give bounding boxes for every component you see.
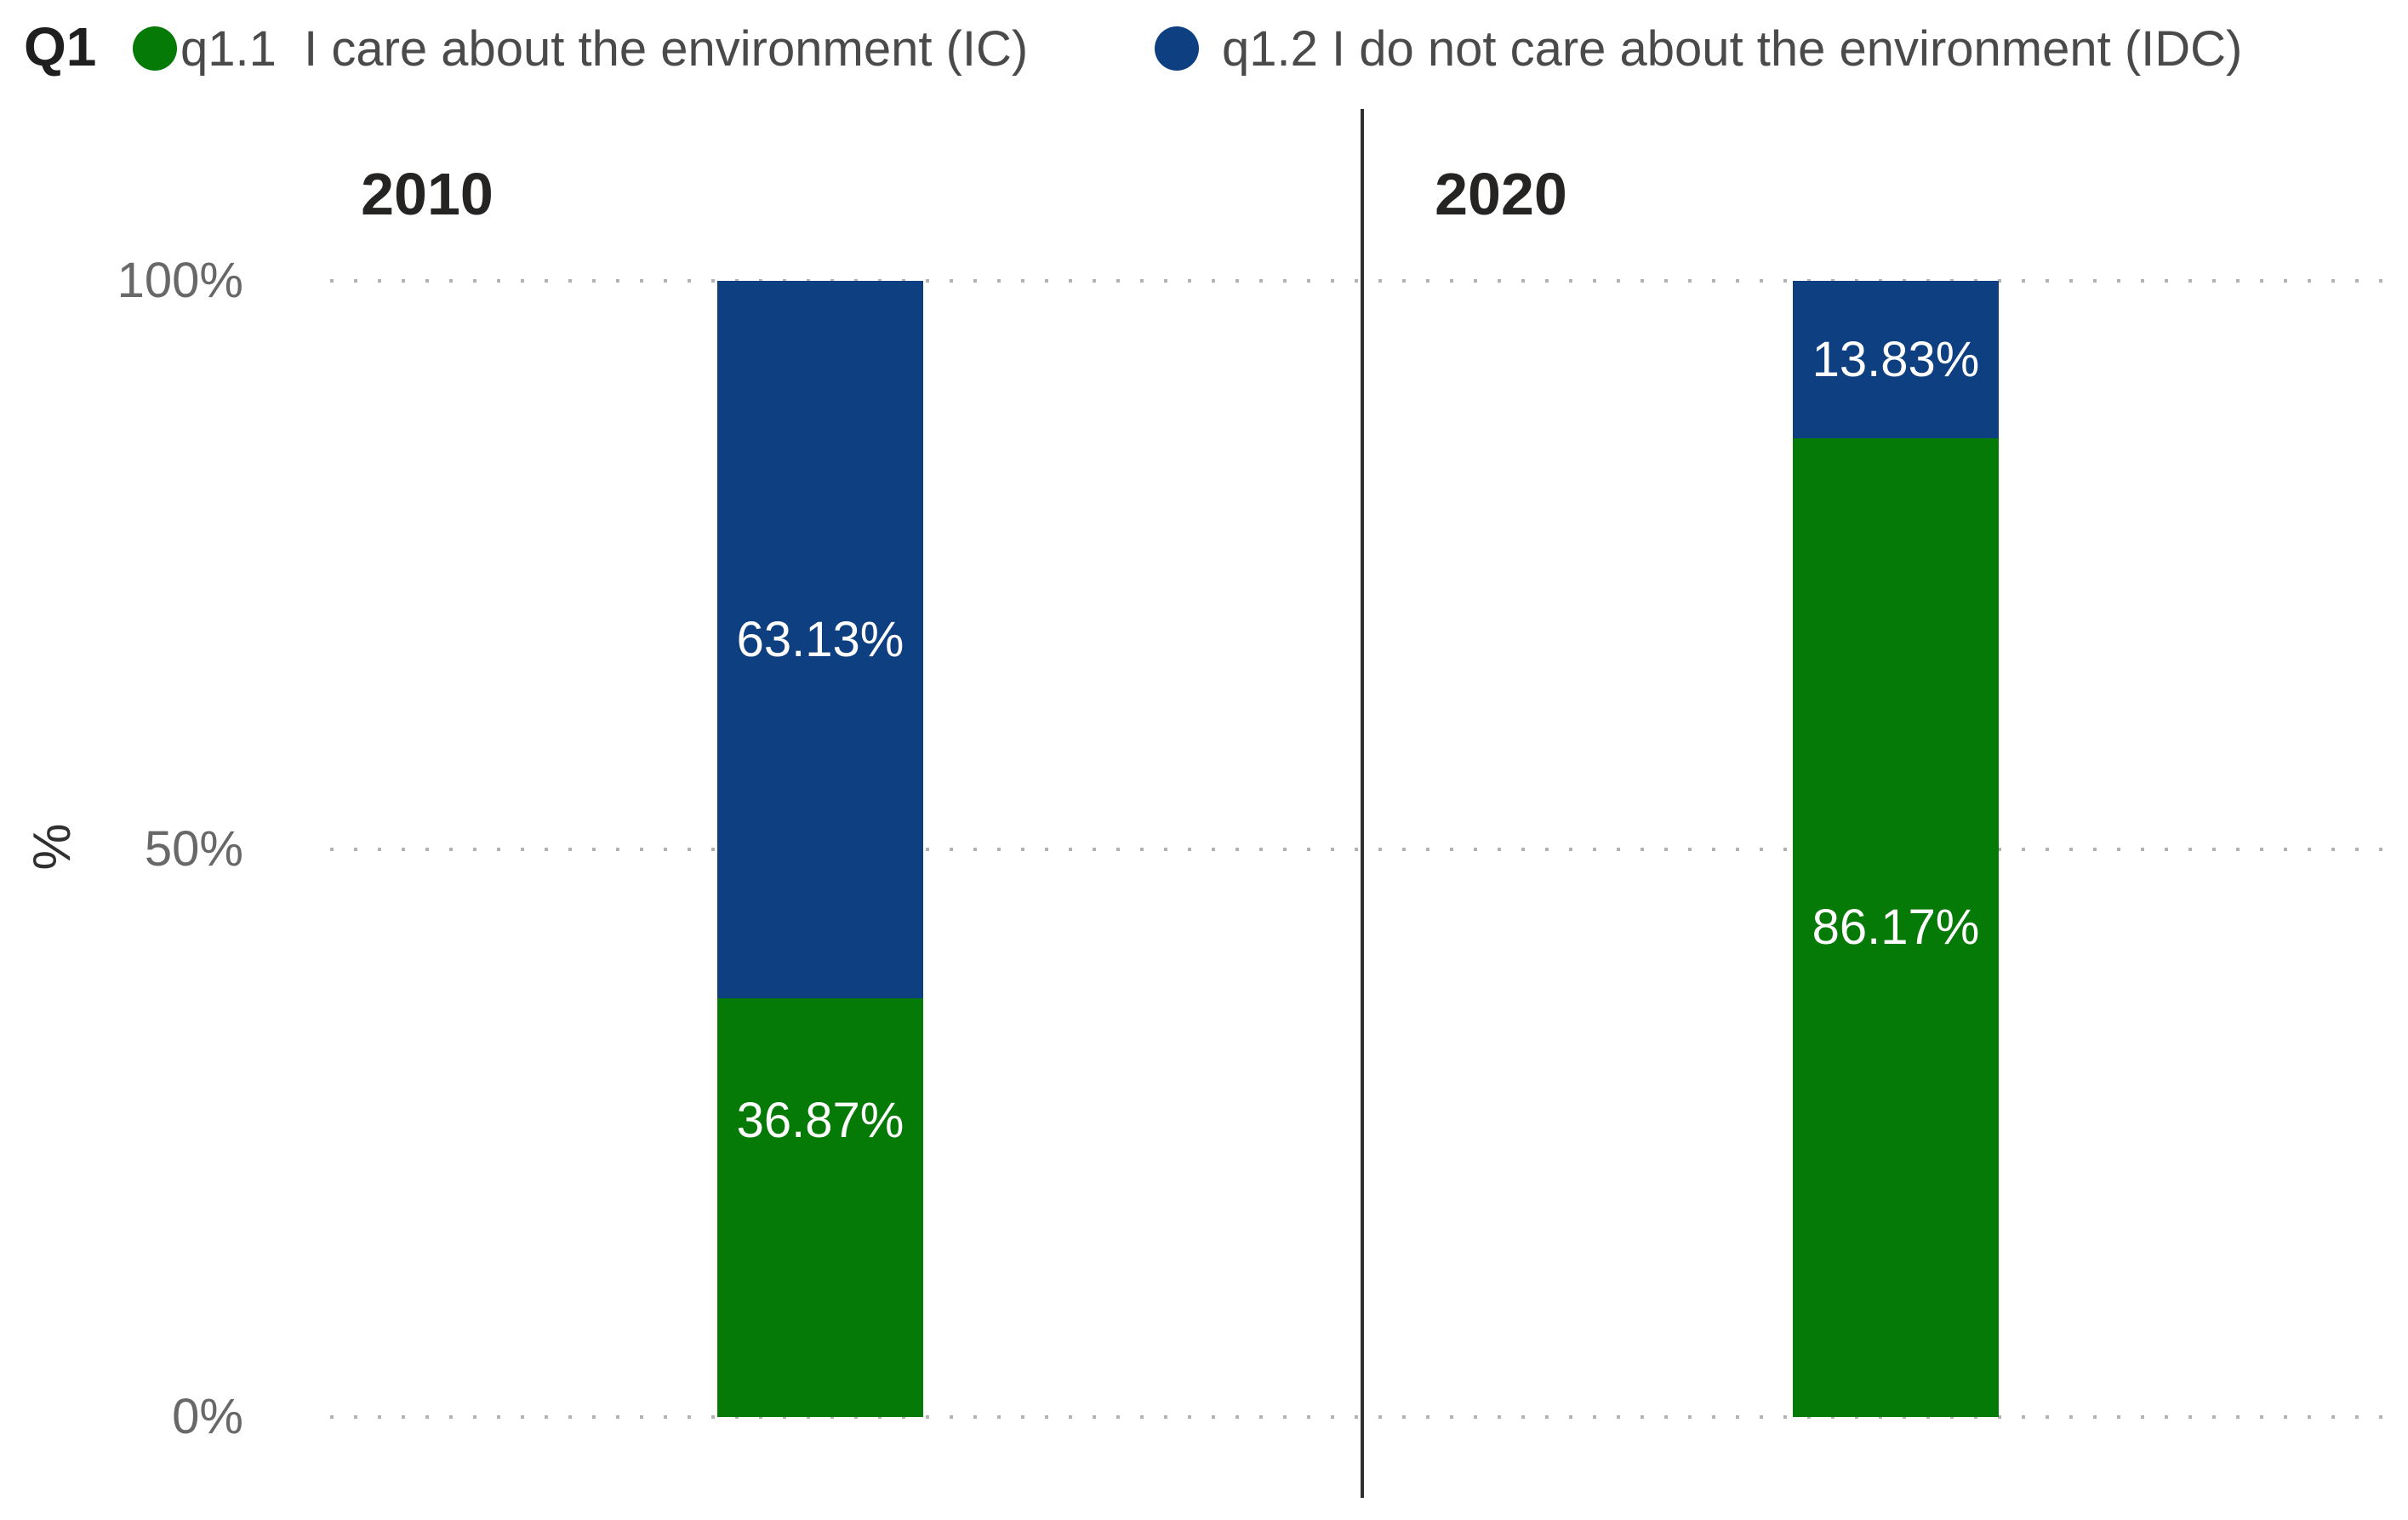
panel-title-2010: 2010 <box>361 161 494 227</box>
segment-ic-2010[interactable]: 36.87% <box>717 997 923 1417</box>
gridline-0 <box>330 1415 2382 1419</box>
legend-dot-idc-icon[interactable] <box>1155 26 1199 71</box>
chart-title: Q1 <box>24 16 97 77</box>
data-label-idc-2020: 13.83% <box>1812 331 1980 387</box>
panel-title-2020: 2020 <box>1435 161 1567 227</box>
bar-2020: 13.83% 86.17% <box>1793 281 1999 1417</box>
gridline-100 <box>330 279 2382 283</box>
legend-item-idc[interactable]: q1.2 I do not care about the environment… <box>1222 21 2243 77</box>
legend-dot-ic-icon[interactable] <box>133 26 177 71</box>
segment-idc-2010[interactable]: 63.13% <box>717 281 923 998</box>
segment-ic-2020[interactable]: 86.17% <box>1793 437 1999 1417</box>
bar-2010: 63.13% 36.87% <box>717 281 923 1417</box>
segment-idc-2020[interactable]: 13.83% <box>1793 281 1999 438</box>
y-tick-50: 50% <box>144 821 243 877</box>
data-label-ic-2020: 86.17% <box>1812 900 1980 956</box>
gridline-50 <box>330 848 2382 851</box>
y-tick-100: 100% <box>117 253 243 308</box>
data-label-idc-2010: 63.13% <box>736 611 904 667</box>
data-label-ic-2010: 36.87% <box>736 1093 904 1149</box>
legend-item-ic[interactable]: q1.1 I care about the environment (IC) <box>180 21 1029 77</box>
panel-divider-line <box>1361 109 1364 1498</box>
y-tick-0: 0% <box>172 1389 243 1444</box>
